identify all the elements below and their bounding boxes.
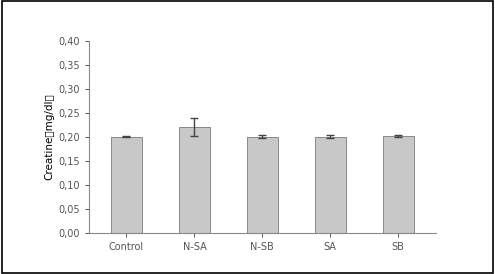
Bar: [383, 136, 413, 233]
Bar: [315, 136, 346, 233]
Bar: [247, 136, 278, 233]
Bar: [111, 136, 142, 233]
Y-axis label: Creatine（mg/dl）: Creatine（mg/dl）: [44, 94, 54, 180]
Bar: [179, 127, 210, 233]
